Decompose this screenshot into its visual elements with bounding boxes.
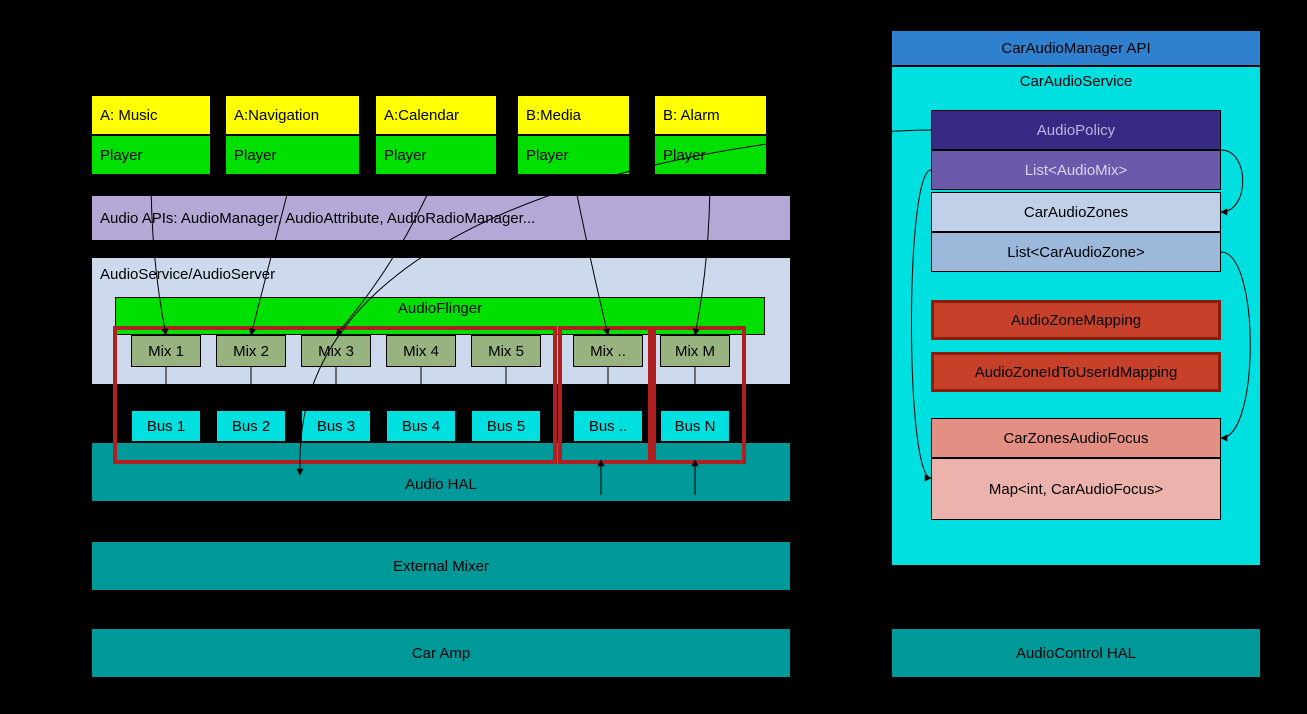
mix-1: Mix 1 <box>131 335 201 367</box>
mix-4: Mix 4 <box>386 335 456 367</box>
car-audio-manager-api: CarAudioManager API <box>891 30 1261 66</box>
audio-flinger-box: AudioFlinger <box>115 297 765 335</box>
bus-1: Bus 1 <box>131 410 201 442</box>
audio-control-hal: AudioControl HAL <box>891 628 1261 678</box>
car-zones-audio-focus-map: Map<int, CarAudioFocus> <box>931 458 1221 520</box>
mix-2: Mix 2 <box>216 335 286 367</box>
app-a-calendar-player: Player <box>375 135 497 175</box>
audio-zone-id-user-mapping-label: AudioZoneIdToUserIdMapping <box>975 364 1178 381</box>
audio-policy-list: List<AudioMix> <box>931 150 1221 190</box>
audio-zone-id-user-mapping: AudioZoneIdToUserIdMapping <box>931 352 1221 392</box>
audio-zone-mapping-label: AudioZoneMapping <box>1011 312 1141 329</box>
car-audio-service-label: CarAudioService <box>1020 73 1133 90</box>
app-a-calendar-title: A:Calendar <box>375 95 497 135</box>
app-b-alarm-title: B: Alarm <box>654 95 767 135</box>
external-mixer-box: External Mixer <box>91 541 791 591</box>
mix-dot: Mix .. <box>573 335 643 367</box>
bus-n: Bus N <box>660 410 730 442</box>
mix-5: Mix 5 <box>471 335 541 367</box>
audio-hal-label: Audio HAL <box>405 476 477 493</box>
car-audio-zones-list: List<CarAudioZone> <box>931 232 1221 272</box>
mix-3: Mix 3 <box>301 335 371 367</box>
app-b-media-title: B:Media <box>517 95 630 135</box>
mix-m: Mix M <box>660 335 730 367</box>
app-b-media-player: Player <box>517 135 630 175</box>
app-a-music-title: A: Music <box>91 95 211 135</box>
car-audio-zones: CarAudioZones <box>931 192 1221 232</box>
audio-flinger-label: AudioFlinger <box>398 300 482 317</box>
bus-4: Bus 4 <box>386 410 456 442</box>
app-a-music-player: Player <box>91 135 211 175</box>
app-a-navigation-player: Player <box>225 135 360 175</box>
bus-5: Bus 5 <box>471 410 541 442</box>
app-b-alarm-player: Player <box>654 135 767 175</box>
car-amp-box: Car Amp <box>91 628 791 678</box>
audio-zone-mapping: AudioZoneMapping <box>931 300 1221 340</box>
bus-2: Bus 2 <box>216 410 286 442</box>
audio-policy: AudioPolicy <box>931 110 1221 150</box>
audio-apis-box: Audio APIs: AudioManager, AudioAttribute… <box>91 195 791 241</box>
bus-dot: Bus .. <box>573 410 643 442</box>
audio-hal-box: Audio HAL <box>91 442 791 502</box>
audio-server-label: AudioService/AudioServer <box>100 266 275 283</box>
app-a-navigation-title: A:Navigation <box>225 95 360 135</box>
car-zones-audio-focus: CarZonesAudioFocus <box>931 418 1221 458</box>
bus-3: Bus 3 <box>301 410 371 442</box>
